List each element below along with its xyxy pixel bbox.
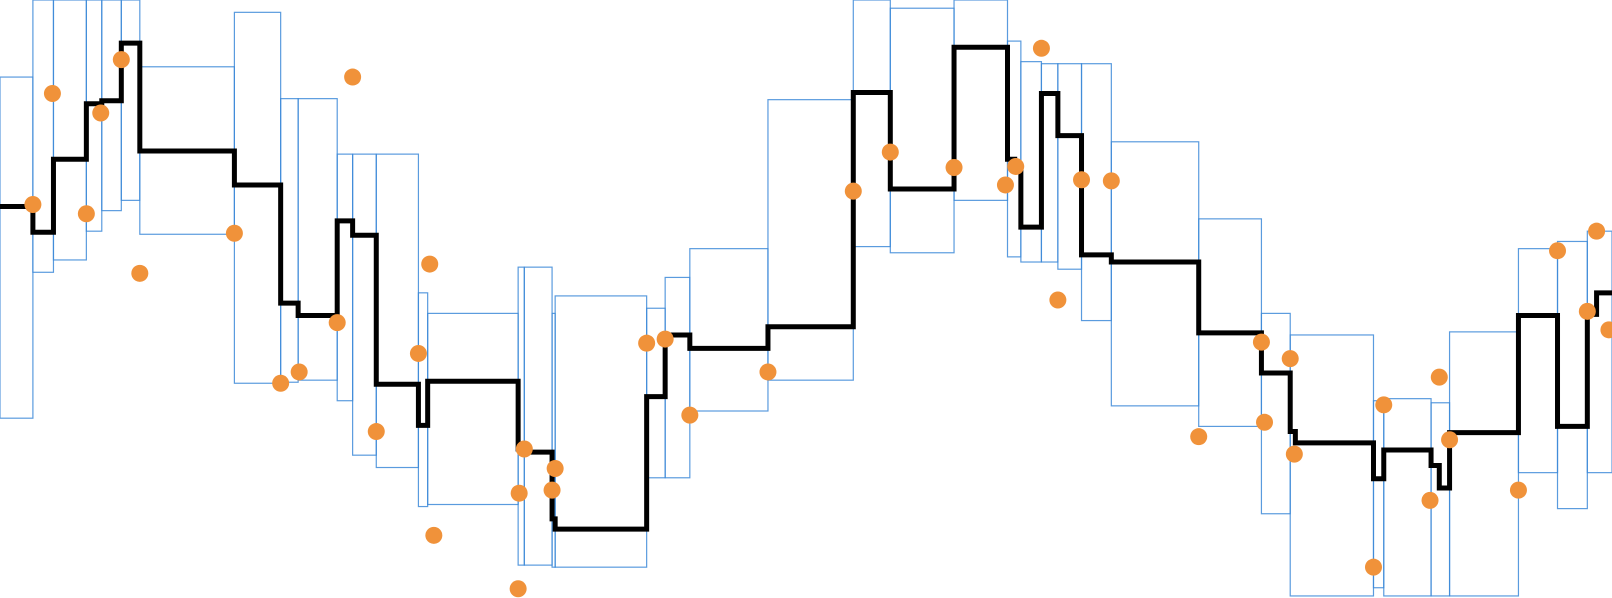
scatter-point bbox=[1102, 172, 1120, 190]
range-box bbox=[1289, 334, 1375, 597]
scatter-point bbox=[425, 526, 443, 544]
range-box bbox=[523, 266, 553, 566]
scatter-point bbox=[1285, 445, 1303, 463]
scatter-point bbox=[844, 182, 862, 200]
scatter-point bbox=[1421, 491, 1439, 509]
scatter-point bbox=[656, 330, 674, 348]
range-box bbox=[1517, 248, 1559, 474]
range-box bbox=[889, 7, 955, 254]
range-box bbox=[953, 0, 1009, 201]
scatter-point bbox=[131, 264, 149, 282]
scatter-point bbox=[225, 224, 243, 242]
scatter-point bbox=[1578, 302, 1596, 320]
scatter-point bbox=[1007, 157, 1025, 175]
scatter-point bbox=[1190, 428, 1208, 446]
scatter-point bbox=[543, 481, 561, 499]
scatter-point bbox=[510, 484, 528, 502]
range-box bbox=[767, 99, 854, 381]
range-box bbox=[852, 0, 891, 248]
scatter-point bbox=[328, 314, 346, 332]
scatter-point bbox=[290, 363, 308, 381]
scatter-point bbox=[996, 176, 1014, 194]
range-box bbox=[352, 153, 377, 456]
range-box bbox=[120, 0, 141, 201]
scatter-point bbox=[77, 205, 95, 223]
scatter-point bbox=[638, 334, 656, 352]
scatter-point bbox=[509, 580, 527, 598]
scatter-point bbox=[409, 344, 427, 362]
scatter-point bbox=[43, 85, 61, 103]
range-box bbox=[101, 0, 122, 212]
scatter-point bbox=[1049, 291, 1067, 309]
range-box bbox=[664, 276, 691, 479]
range-box bbox=[375, 153, 420, 469]
scatter-point bbox=[92, 104, 110, 122]
scatter-point bbox=[1588, 222, 1606, 240]
range-box bbox=[554, 295, 648, 568]
scatter-point bbox=[546, 460, 564, 478]
scatter-point bbox=[1256, 413, 1274, 431]
scatter-point bbox=[945, 158, 963, 176]
range-box bbox=[1586, 230, 1612, 474]
range-box bbox=[1198, 218, 1263, 428]
range-box bbox=[233, 11, 282, 384]
range-box bbox=[1448, 331, 1520, 597]
scatter-point bbox=[1281, 350, 1299, 368]
scatter-point bbox=[112, 51, 130, 69]
scatter-point bbox=[367, 423, 385, 441]
range-box bbox=[689, 248, 769, 412]
scatter-point bbox=[344, 68, 362, 86]
scatter-point bbox=[1375, 396, 1393, 414]
scatter-point bbox=[272, 374, 290, 392]
range-box bbox=[1020, 61, 1043, 263]
scatter-point bbox=[421, 255, 439, 273]
scatter-point bbox=[1430, 368, 1448, 386]
range-box bbox=[52, 0, 87, 261]
scatter-point bbox=[1073, 171, 1091, 189]
scatter-point bbox=[1549, 242, 1567, 260]
range-box bbox=[1556, 240, 1588, 510]
range-box bbox=[1080, 63, 1112, 322]
scatter-point bbox=[881, 143, 899, 161]
range-box bbox=[1110, 141, 1200, 407]
scatter-point bbox=[681, 406, 699, 424]
range-box bbox=[0, 76, 34, 419]
scatter-point bbox=[1441, 431, 1459, 449]
scatter-point bbox=[1032, 39, 1050, 57]
scatter-point bbox=[1509, 481, 1527, 499]
scatter-point bbox=[759, 363, 777, 381]
range-box bbox=[1057, 63, 1083, 270]
scatter-point bbox=[24, 195, 42, 213]
range-box bbox=[280, 98, 299, 383]
scatter-point bbox=[515, 440, 533, 458]
scatter-point bbox=[1600, 321, 1612, 339]
scatter-point bbox=[1364, 558, 1382, 576]
range-box bbox=[427, 312, 519, 506]
scatter-point bbox=[1252, 333, 1270, 351]
range-box bbox=[297, 98, 338, 381]
step-line bbox=[0, 40, 1612, 532]
